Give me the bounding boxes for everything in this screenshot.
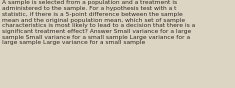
Text: A sample is selected from a population and a treatment is
administered to the sa: A sample is selected from a population a… [2, 0, 195, 45]
